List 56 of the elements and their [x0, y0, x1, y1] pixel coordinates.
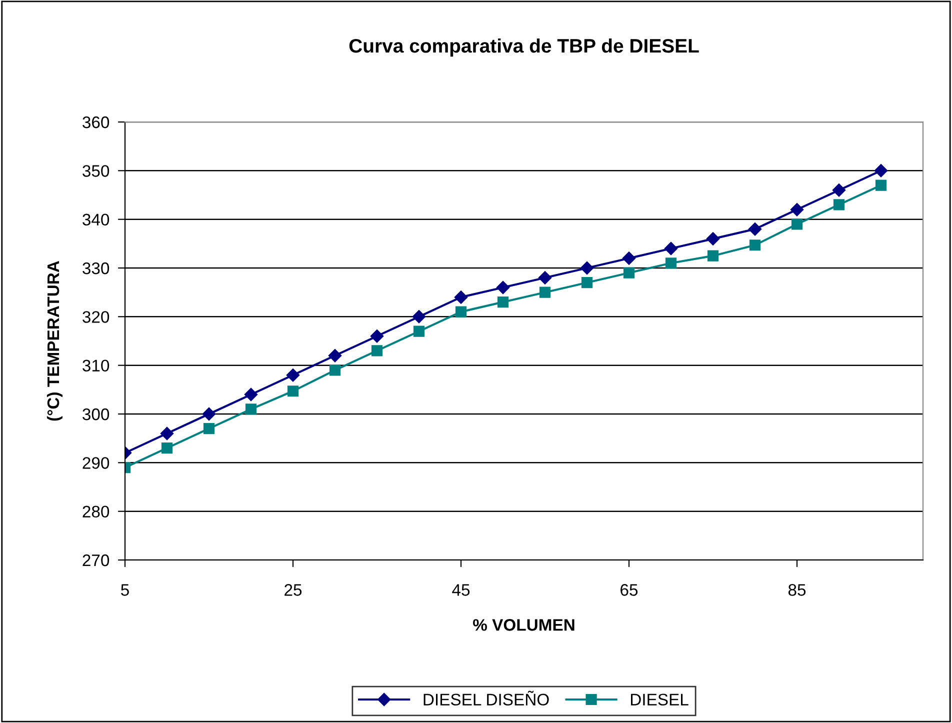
point [287, 386, 299, 397]
point [706, 232, 720, 246]
point [244, 388, 258, 402]
legend-label: DIESEL DISEÑO [424, 690, 549, 706]
point [623, 267, 635, 278]
point [371, 345, 383, 356]
point [874, 164, 888, 178]
point [538, 271, 552, 284]
point [790, 203, 804, 216]
x-axis-title: % VOLUMEN [473, 619, 574, 631]
point [832, 184, 846, 197]
point [496, 280, 510, 294]
point [454, 290, 468, 304]
y-tick-label: 310 [82, 360, 110, 372]
point [329, 364, 341, 376]
point [581, 277, 593, 288]
y-tick-label: 330 [82, 262, 110, 274]
point [749, 240, 761, 251]
point [622, 252, 636, 265]
y-tick-label: 340 [82, 214, 110, 226]
point [707, 250, 719, 262]
y-tick-label: 360 [82, 116, 110, 128]
point [161, 442, 173, 454]
point [833, 199, 845, 210]
x-tick-label: 85 [788, 584, 806, 596]
point [202, 407, 216, 421]
point [791, 218, 803, 230]
y-tick-label: 350 [82, 165, 110, 177]
x-tick-label: 5 [121, 584, 129, 596]
y-tick-label: 270 [82, 554, 110, 566]
point [539, 286, 551, 298]
point [286, 368, 300, 382]
point [665, 258, 677, 269]
point [328, 349, 342, 362]
chart-title: Curva comparativa de TBP de DIESEL [349, 38, 699, 57]
point [245, 404, 257, 415]
point [412, 310, 426, 324]
point [413, 326, 425, 337]
point [160, 426, 174, 440]
point [497, 296, 509, 308]
y-tick-label: 320 [82, 311, 110, 323]
x-tick-label: 45 [452, 584, 470, 596]
y-axis-title: (°C) TEMPERATURA [46, 260, 62, 421]
y-tick-label: 300 [82, 408, 110, 420]
legend-label: DIESEL [630, 694, 688, 706]
point [370, 330, 384, 343]
point [203, 423, 215, 434]
y-tick-label: 290 [82, 457, 110, 469]
point [875, 180, 887, 191]
point [664, 242, 678, 256]
y-tick-label: 280 [82, 506, 110, 518]
x-tick-label: 65 [620, 584, 638, 596]
point [455, 306, 467, 318]
point [748, 222, 762, 236]
x-tick-label: 25 [284, 584, 302, 596]
point [580, 261, 594, 275]
